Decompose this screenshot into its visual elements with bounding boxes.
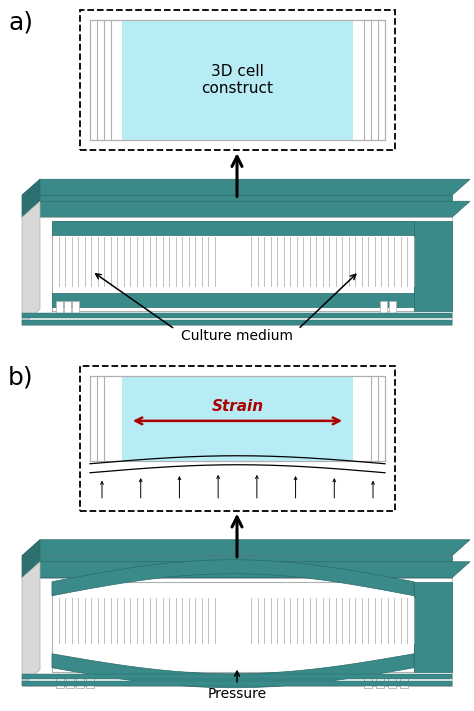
FancyBboxPatch shape xyxy=(56,674,64,688)
FancyBboxPatch shape xyxy=(22,578,452,685)
Text: Culture medium: Culture medium xyxy=(181,329,293,343)
Polygon shape xyxy=(22,201,40,325)
FancyBboxPatch shape xyxy=(414,582,452,672)
FancyBboxPatch shape xyxy=(80,10,395,150)
FancyBboxPatch shape xyxy=(90,375,385,461)
Polygon shape xyxy=(22,562,470,578)
Polygon shape xyxy=(22,179,470,196)
FancyBboxPatch shape xyxy=(72,301,79,314)
Polygon shape xyxy=(22,562,40,685)
FancyBboxPatch shape xyxy=(76,674,84,688)
Polygon shape xyxy=(22,179,40,218)
FancyBboxPatch shape xyxy=(122,20,353,140)
FancyBboxPatch shape xyxy=(22,674,452,679)
FancyBboxPatch shape xyxy=(364,674,372,688)
FancyBboxPatch shape xyxy=(22,556,452,578)
FancyBboxPatch shape xyxy=(22,320,452,325)
FancyBboxPatch shape xyxy=(400,674,408,688)
FancyBboxPatch shape xyxy=(52,221,414,235)
Text: b): b) xyxy=(8,365,34,390)
FancyBboxPatch shape xyxy=(376,674,384,688)
Polygon shape xyxy=(22,540,470,556)
Text: 3D cell
construct: 3D cell construct xyxy=(201,64,273,97)
FancyBboxPatch shape xyxy=(22,680,452,685)
FancyBboxPatch shape xyxy=(389,301,396,314)
FancyBboxPatch shape xyxy=(380,301,387,314)
FancyBboxPatch shape xyxy=(22,196,452,218)
Text: a): a) xyxy=(8,10,33,34)
FancyBboxPatch shape xyxy=(56,301,63,314)
FancyBboxPatch shape xyxy=(52,221,414,311)
FancyBboxPatch shape xyxy=(86,674,94,688)
FancyBboxPatch shape xyxy=(66,674,74,688)
FancyBboxPatch shape xyxy=(122,375,353,461)
Polygon shape xyxy=(22,540,40,578)
Polygon shape xyxy=(52,653,414,688)
Polygon shape xyxy=(22,201,470,218)
FancyBboxPatch shape xyxy=(22,314,452,319)
FancyBboxPatch shape xyxy=(414,221,452,311)
FancyBboxPatch shape xyxy=(52,293,414,307)
Text: Pressure: Pressure xyxy=(208,687,266,701)
FancyBboxPatch shape xyxy=(80,365,395,510)
Text: Strain: Strain xyxy=(211,399,264,414)
FancyBboxPatch shape xyxy=(52,582,414,672)
FancyBboxPatch shape xyxy=(90,20,385,140)
FancyBboxPatch shape xyxy=(64,301,71,314)
Polygon shape xyxy=(52,560,414,596)
FancyBboxPatch shape xyxy=(388,674,396,688)
FancyBboxPatch shape xyxy=(22,218,452,325)
